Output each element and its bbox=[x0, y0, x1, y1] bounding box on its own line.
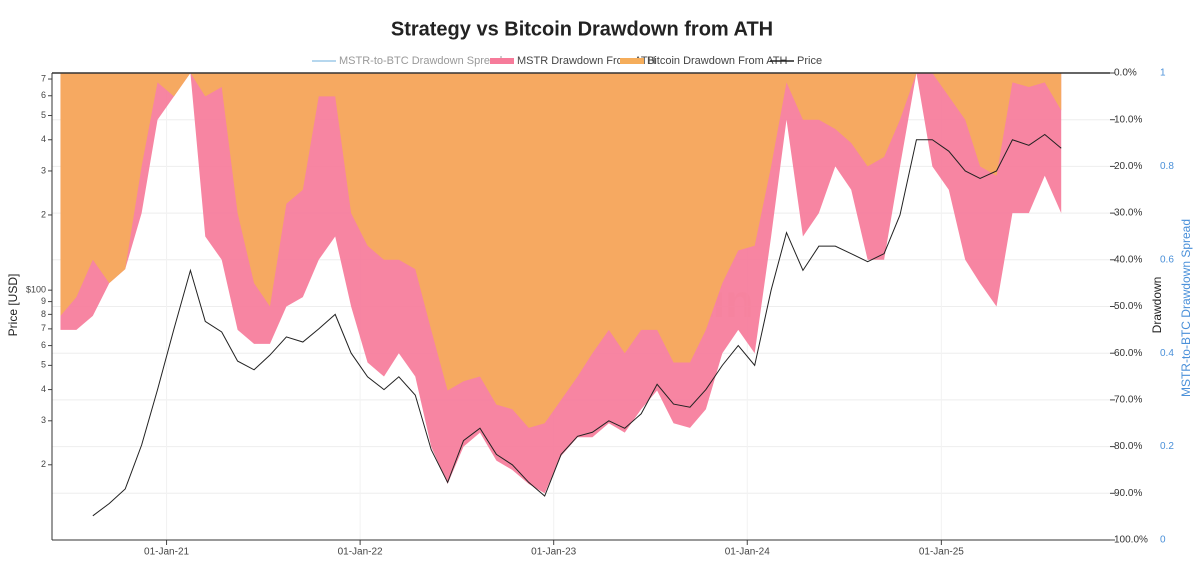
legend-label: Price bbox=[797, 55, 822, 67]
y-axis-label: Price [USD] bbox=[6, 274, 20, 337]
y3-tick-label: 1 bbox=[1160, 68, 1166, 79]
y-tick-label: 6 bbox=[41, 340, 46, 350]
y-tick-label: 2 bbox=[41, 459, 46, 469]
legend-label: Bitcoin Drawdown From ATH bbox=[647, 55, 787, 67]
y2-tick-label: 80.0% bbox=[1114, 441, 1142, 452]
y-tick-label: 7 bbox=[41, 73, 46, 83]
legend-label: MSTR-to-BTC Drawdown Spread bbox=[339, 55, 502, 67]
y-tick-label: 7 bbox=[41, 323, 46, 333]
y2-tick-label: 100.0% bbox=[1114, 535, 1148, 546]
y-tick-label: 3 bbox=[41, 415, 46, 425]
y-tick-label: 5 bbox=[41, 360, 46, 370]
y3-tick-label: 0.2 bbox=[1160, 441, 1174, 452]
y2-tick-label: 30.0% bbox=[1114, 208, 1142, 219]
legend: MSTR-to-BTC Drawdown Spread MSTR Drawdown… bbox=[312, 55, 822, 67]
y2-tick-label: 50.0% bbox=[1114, 301, 1142, 312]
y2-tick-label: 90.0% bbox=[1114, 488, 1142, 499]
x-tick-label: 01-Jan-22 bbox=[338, 547, 383, 558]
y3-tick-label: 0 bbox=[1160, 535, 1166, 546]
y2-tick-label: 60.0% bbox=[1114, 348, 1142, 359]
y2-tick-label: 40.0% bbox=[1114, 254, 1142, 265]
y-tick-label: $100 bbox=[26, 285, 46, 295]
y3-tick-label: 0.8 bbox=[1160, 161, 1174, 172]
y3-tick-label: 0.6 bbox=[1160, 254, 1174, 265]
x-tick-label: 01-Jan-25 bbox=[919, 547, 964, 558]
x-tick-label: 01-Jan-24 bbox=[725, 547, 770, 558]
y3-tick-label: 0.4 bbox=[1160, 348, 1174, 359]
y-tick-label: 6 bbox=[41, 90, 46, 100]
chart-title: Strategy vs Bitcoin Drawdown from ATH bbox=[391, 18, 773, 40]
y-tick-label: 2 bbox=[41, 209, 46, 219]
y-tick-label: 4 bbox=[41, 384, 46, 394]
y2-tick-label: 0.0% bbox=[1114, 68, 1137, 79]
line bbox=[92, 133, 1062, 517]
drawdown-area bbox=[60, 73, 1062, 428]
y-tick-label: 3 bbox=[41, 165, 46, 175]
y2-axis-label: Drawdown bbox=[1150, 277, 1164, 334]
y-tick-label: 8 bbox=[41, 309, 46, 319]
y-tick-label: 9 bbox=[41, 296, 46, 306]
x-tick-label: 01-Jan-23 bbox=[531, 547, 576, 558]
y3-axis-label: MSTR-to-BTC Drawdown Spread bbox=[1179, 219, 1193, 397]
x-tick-label: 01-Jan-21 bbox=[144, 547, 189, 558]
y2-tick-label: 10.0% bbox=[1114, 114, 1142, 125]
y-tick-label: 5 bbox=[41, 110, 46, 120]
y-tick-label: 4 bbox=[41, 134, 46, 144]
y2-tick-label: 20.0% bbox=[1114, 161, 1142, 172]
y2-tick-label: 70.0% bbox=[1114, 395, 1142, 406]
